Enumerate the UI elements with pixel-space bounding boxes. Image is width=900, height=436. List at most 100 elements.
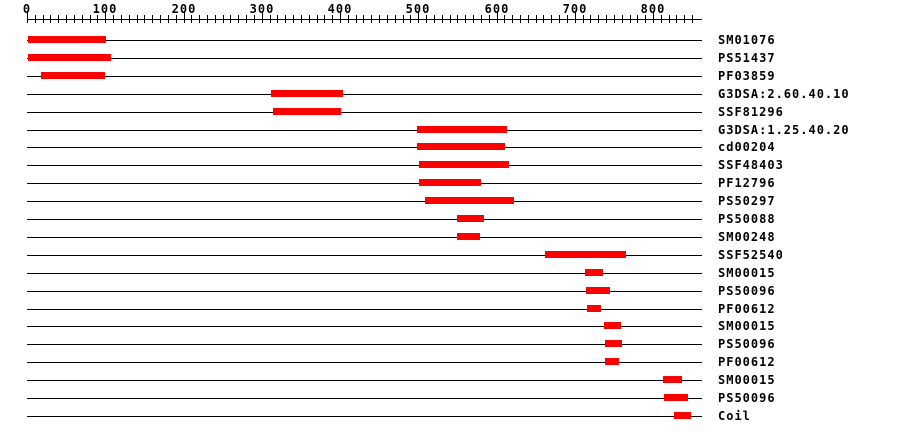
domain-bar[interactable] xyxy=(28,36,106,43)
ruler-minor-tick xyxy=(614,15,615,23)
track-label[interactable]: Coil xyxy=(718,409,751,423)
ruler-minor-tick xyxy=(199,15,200,23)
ruler-minor-tick xyxy=(348,15,349,23)
track-label[interactable]: PS50096 xyxy=(718,391,776,405)
domain-bar[interactable] xyxy=(28,54,111,61)
domain-bar[interactable] xyxy=(605,358,619,365)
ruler-minor-tick xyxy=(692,15,693,23)
domain-bar[interactable] xyxy=(271,90,343,97)
track-backbone-line xyxy=(27,255,702,256)
ruler-minor-tick xyxy=(684,15,685,23)
ruler-minor-tick xyxy=(238,15,239,23)
ruler-minor-tick xyxy=(301,15,302,23)
ruler-minor-tick xyxy=(254,15,255,23)
domain-bar[interactable] xyxy=(664,394,688,401)
domain-bar[interactable] xyxy=(417,143,505,150)
track-label[interactable]: cd00204 xyxy=(718,140,776,154)
ruler-minor-tick xyxy=(676,15,677,23)
track-label[interactable]: SM00015 xyxy=(718,319,776,333)
domain-bar[interactable] xyxy=(605,340,622,347)
domain-bar[interactable] xyxy=(545,251,626,258)
domain-bar[interactable] xyxy=(587,305,601,312)
track-label[interactable]: PS50088 xyxy=(718,212,776,226)
domain-bar[interactable] xyxy=(425,197,514,204)
ruler-minor-tick xyxy=(230,15,231,23)
track-label[interactable]: G3DSA:2.60.40.10 xyxy=(718,87,850,101)
track-label[interactable]: SSF81296 xyxy=(718,105,784,119)
ruler-tick-label: 400 xyxy=(327,2,353,16)
ruler-minor-tick xyxy=(504,15,505,23)
ruler-major-tick xyxy=(262,11,263,23)
domain-bar[interactable] xyxy=(585,269,603,276)
ruler-minor-tick xyxy=(637,15,638,23)
ruler-major-tick xyxy=(575,11,576,23)
track-label[interactable]: SSF52540 xyxy=(718,248,784,262)
track-label[interactable]: G3DSA:1.25.40.20 xyxy=(718,123,850,137)
ruler-minor-tick xyxy=(207,15,208,23)
ruler-tick-label: 700 xyxy=(562,2,588,16)
ruler-minor-tick xyxy=(442,15,443,23)
track-label[interactable]: SM01076 xyxy=(718,33,776,47)
domain-bar[interactable] xyxy=(419,179,481,186)
ruler-tick-label: 0 xyxy=(22,2,32,16)
track-backbone-line xyxy=(27,76,702,77)
domain-bar[interactable] xyxy=(604,322,621,329)
ruler-minor-tick xyxy=(74,15,75,23)
track-backbone-line xyxy=(27,112,702,113)
ruler-minor-tick xyxy=(168,15,169,23)
domain-bar[interactable] xyxy=(663,376,682,383)
ruler-major-tick xyxy=(497,11,498,23)
track-label[interactable]: PS51437 xyxy=(718,51,776,65)
ruler-minor-tick xyxy=(567,15,568,23)
ruler-minor-tick xyxy=(457,15,458,23)
domain-bar[interactable] xyxy=(457,215,484,222)
ruler-minor-tick xyxy=(590,15,591,23)
ruler-minor-tick xyxy=(66,15,67,23)
track-label[interactable]: PS50297 xyxy=(718,194,776,208)
domain-bar[interactable] xyxy=(419,161,509,168)
ruler-minor-tick xyxy=(536,15,537,23)
ruler-minor-tick xyxy=(246,15,247,23)
ruler-minor-tick xyxy=(410,15,411,23)
ruler-major-tick xyxy=(418,11,419,23)
ruler-minor-tick xyxy=(121,15,122,23)
track-label[interactable]: SSF48403 xyxy=(718,158,784,172)
ruler-minor-tick xyxy=(35,15,36,23)
track-backbone-line xyxy=(27,183,702,184)
ruler-major-tick xyxy=(184,11,185,23)
domain-bar[interactable] xyxy=(273,108,341,115)
track-backbone-line xyxy=(27,40,702,41)
track-label[interactable]: PS50096 xyxy=(718,337,776,351)
domain-bar[interactable] xyxy=(417,126,507,133)
track-backbone-line xyxy=(27,165,702,166)
track-label[interactable]: PF00612 xyxy=(718,355,776,369)
ruler-minor-tick xyxy=(371,15,372,23)
track-label[interactable]: SM00015 xyxy=(718,266,776,280)
track-backbone-line xyxy=(27,326,702,327)
ruler-minor-tick xyxy=(270,15,271,23)
track-backbone-line xyxy=(27,237,702,238)
domain-bar[interactable] xyxy=(586,287,610,294)
ruler-tick-label: 300 xyxy=(249,2,275,16)
ruler-minor-tick xyxy=(583,15,584,23)
ruler-minor-tick xyxy=(395,15,396,23)
track-backbone-line xyxy=(27,309,702,310)
ruler-minor-tick xyxy=(160,15,161,23)
track-backbone-line xyxy=(27,398,702,399)
ruler-minor-tick xyxy=(598,15,599,23)
track-label[interactable]: SM00015 xyxy=(718,373,776,387)
track-label[interactable]: SM00248 xyxy=(718,230,776,244)
track-label[interactable]: PF03859 xyxy=(718,69,776,83)
ruler-minor-tick xyxy=(473,15,474,23)
ruler-major-tick xyxy=(27,11,28,23)
ruler-minor-tick xyxy=(528,15,529,23)
domain-bar[interactable] xyxy=(41,72,105,79)
ruler-minor-tick xyxy=(285,15,286,23)
track-label[interactable]: PF12796 xyxy=(718,176,776,190)
ruler-major-tick xyxy=(340,11,341,23)
domain-bar[interactable] xyxy=(674,412,691,419)
domain-bar[interactable] xyxy=(457,233,480,240)
track-label[interactable]: PS50096 xyxy=(718,284,776,298)
track-label[interactable]: PF00612 xyxy=(718,302,776,316)
